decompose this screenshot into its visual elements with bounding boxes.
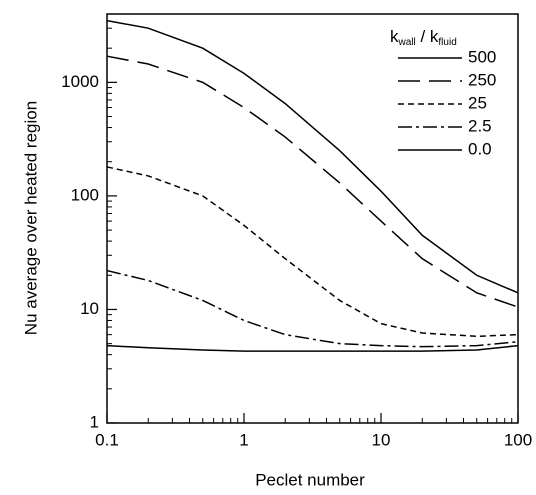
x-tick-label: 100 bbox=[504, 430, 532, 449]
series-line bbox=[106, 344, 519, 352]
legend-title-part: fluid bbox=[438, 37, 456, 48]
plot-frame bbox=[106, 13, 519, 424]
x-tick-label: 1 bbox=[239, 430, 248, 449]
y-tick-label: 1000 bbox=[61, 72, 99, 91]
y-tick-label: 100 bbox=[71, 185, 99, 204]
legend-title-part: wall bbox=[398, 37, 416, 48]
series-line bbox=[106, 269, 519, 348]
series-line bbox=[106, 55, 519, 308]
legend-label: 0.0 bbox=[468, 139, 492, 158]
y-tick-label: 1 bbox=[90, 412, 99, 431]
legend-label: 500 bbox=[468, 47, 496, 66]
y-tick-label: 10 bbox=[80, 299, 99, 318]
y-axis-label: Nu average over heated region bbox=[21, 101, 40, 335]
legend-label: 250 bbox=[468, 70, 496, 89]
legend-label: 25 bbox=[468, 93, 487, 112]
legend-title-part: k bbox=[390, 27, 399, 46]
legend-title: kwall / kfluid bbox=[390, 27, 457, 47]
legend-title-part: / k bbox=[416, 27, 439, 46]
series-line bbox=[106, 19, 519, 294]
x-tick-label: 0.1 bbox=[95, 430, 119, 449]
series-line bbox=[106, 166, 519, 338]
x-axis-label: Peclet number bbox=[255, 470, 365, 489]
x-tick-label: 10 bbox=[372, 430, 391, 449]
legend-label: 2.5 bbox=[468, 116, 492, 135]
